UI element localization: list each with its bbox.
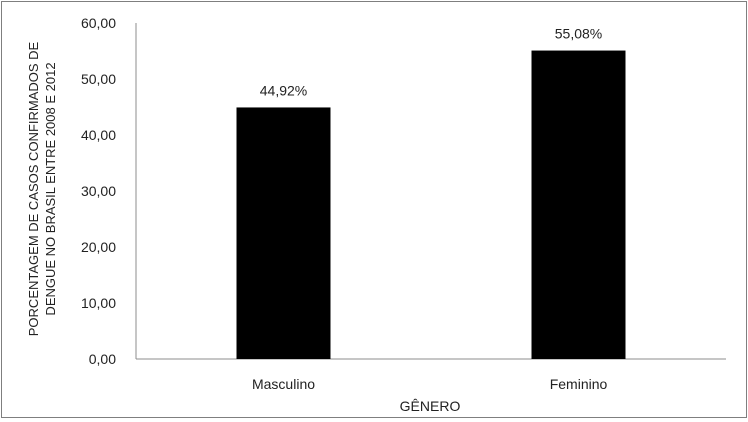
y-axis-title-line-2: DENGUE NO BRASIL ENTRE 2008 E 2012 bbox=[43, 62, 58, 315]
bar-chart: PORCENTAGEM DE CASOS CONFIRMADOS DE DENG… bbox=[26, 15, 726, 414]
y-tick-label: 10,00 bbox=[81, 295, 116, 311]
y-tick-label: 50,00 bbox=[81, 71, 116, 87]
y-tick-label: 0,00 bbox=[89, 351, 116, 367]
bars: 44,92% Masculino 55,08% Feminino bbox=[236, 26, 626, 392]
y-axis: 0,00 10,00 20,00 30,00 40,00 50,00 60,00 bbox=[81, 15, 116, 367]
x-tick-label-feminino: Feminino bbox=[550, 376, 608, 392]
x-tick-label-masculino: Masculino bbox=[252, 376, 315, 392]
data-label-feminino: 55,08% bbox=[555, 26, 602, 42]
x-axis-title: GÊNERO bbox=[400, 398, 461, 414]
bar-feminino bbox=[531, 50, 626, 359]
y-axis-title-line-1: PORCENTAGEM DE CASOS CONFIRMADOS DE bbox=[26, 41, 41, 336]
bar-masculino bbox=[236, 107, 331, 359]
y-tick-label: 40,00 bbox=[81, 127, 116, 143]
y-tick-label: 20,00 bbox=[81, 239, 116, 255]
y-tick-label: 60,00 bbox=[81, 15, 116, 31]
y-tick-label: 30,00 bbox=[81, 183, 116, 199]
data-label-masculino: 44,92% bbox=[260, 82, 307, 98]
